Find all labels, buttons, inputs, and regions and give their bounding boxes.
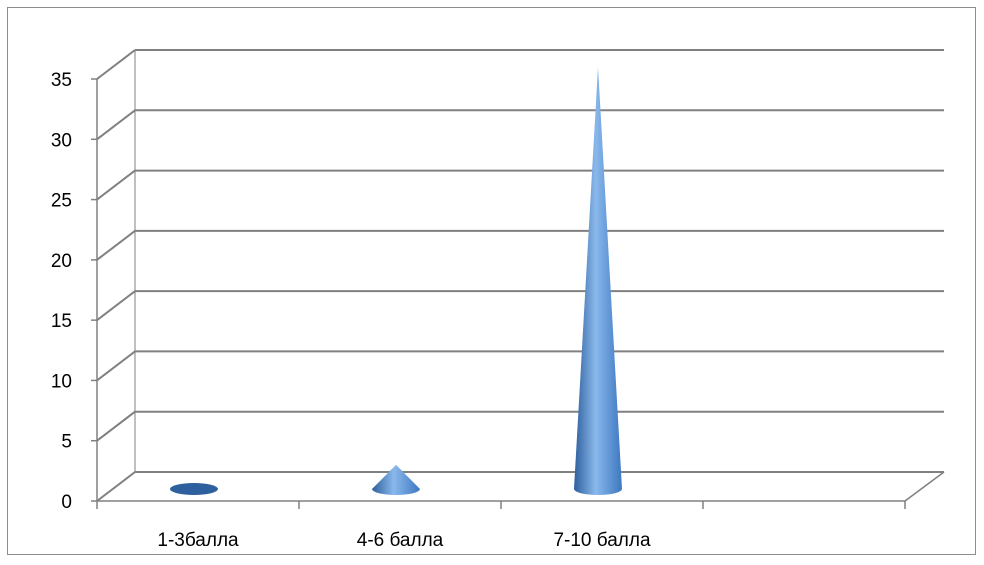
x-tick-label: 4-6 балла [357, 530, 444, 551]
gridlines [96, 49, 944, 502]
gridline-depth [96, 410, 136, 442]
cone-bar [372, 464, 420, 495]
y-tick-label: 25 [51, 191, 72, 212]
cones [170, 67, 622, 495]
y-tick-label: 30 [51, 130, 72, 151]
y-tick-label: 10 [51, 371, 72, 392]
gridline-depth [96, 109, 136, 141]
x-tick-labels: 1-3балла 4-6 балла 7-10 балла [157, 530, 651, 551]
gridline-depth [96, 169, 136, 201]
y-tick-labels: 0 5 10 15 20 25 30 35 [51, 70, 72, 513]
y-tick-label: 5 [61, 432, 72, 453]
gridline-depth [96, 230, 136, 261]
cone-bar [574, 67, 622, 495]
axes [91, 50, 945, 509]
gridline-depth [96, 49, 136, 80]
x-tick-label: 7-10 балла [553, 530, 650, 551]
gridline-depth [96, 350, 136, 382]
y-tick-label: 35 [51, 70, 72, 91]
floor-right-edge [904, 471, 945, 502]
x-tick-label: 1-3балла [157, 530, 239, 551]
y-tick-label: 0 [61, 492, 72, 513]
cone-base [170, 483, 218, 495]
y-tick-label: 20 [51, 251, 72, 272]
y-tick-label: 15 [51, 311, 72, 332]
cone-body [574, 67, 622, 495]
cone-bar [170, 483, 218, 495]
chart-frame [7, 7, 976, 555]
cone-body [372, 464, 420, 495]
gridline-depth [96, 290, 136, 321]
gridline-depth [96, 471, 136, 502]
